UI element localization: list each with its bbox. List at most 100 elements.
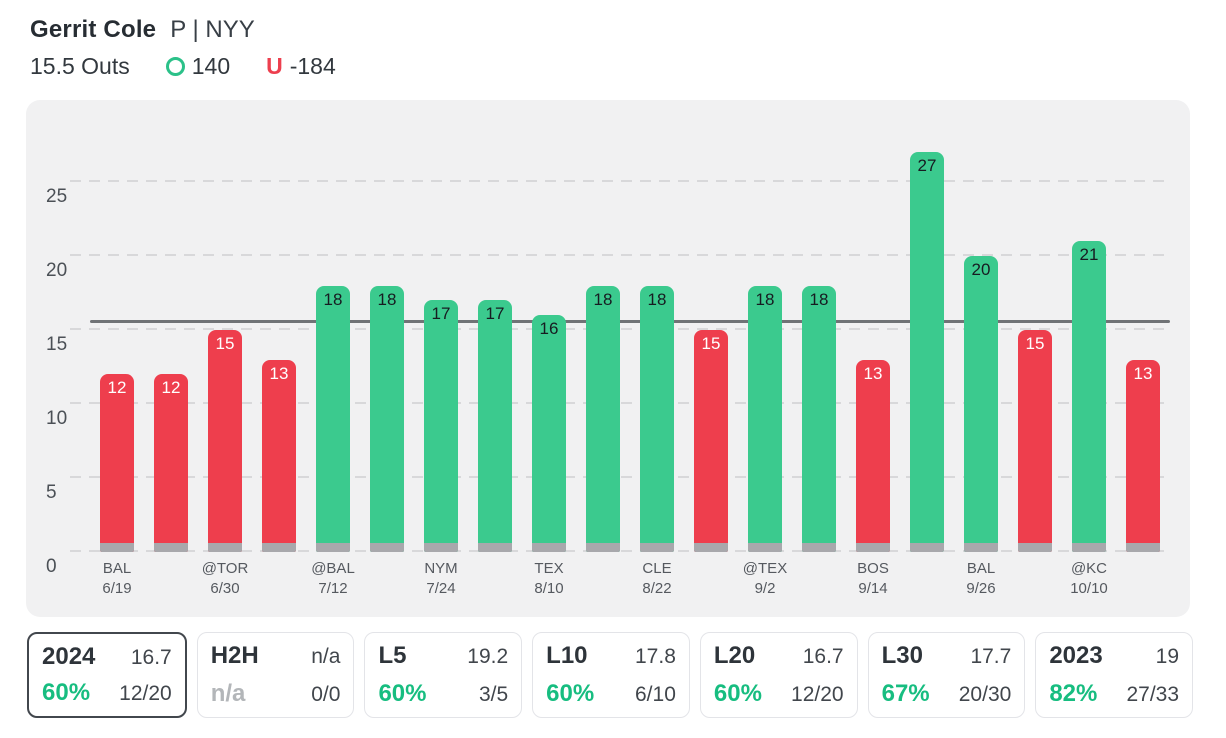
under-odds-value: -184 — [289, 53, 336, 79]
game-date-label: 6/19 — [102, 580, 132, 597]
game-bar[interactable]: 15 — [208, 330, 242, 552]
game-bar-column[interactable]: 18 CLE 8/22 — [630, 285, 684, 597]
game-bar[interactable]: 18 — [586, 285, 620, 552]
bar-base-segment — [478, 543, 512, 552]
game-bar-column[interactable]: 15 @TOR 6/30 — [198, 330, 252, 597]
game-bar-column[interactable]: 15 — [684, 330, 738, 552]
card-record: 12/20 — [119, 682, 172, 705]
stat-card[interactable]: L20 16.7 60% 12/20 — [699, 632, 858, 718]
bar-value-label: 17 — [431, 304, 451, 324]
game-bar-column[interactable]: 20 BAL 9/26 — [954, 256, 1008, 597]
stat-card[interactable]: 2024 16.7 60% 12/20 — [27, 632, 187, 718]
game-bar[interactable]: 18 — [640, 285, 674, 552]
card-average-value: 19 — [1155, 645, 1180, 668]
card-top-row: L30 17.7 — [882, 642, 1012, 670]
bar-base-segment — [424, 543, 458, 552]
game-bar-column[interactable]: 13 — [252, 359, 306, 552]
card-record: 3/5 — [478, 683, 509, 706]
game-bar-column[interactable]: 12 BAL 6/19 — [90, 374, 144, 597]
game-bar[interactable]: 17 — [424, 300, 458, 552]
game-bar-column[interactable]: 18 — [792, 285, 846, 552]
card-bottom-row: 60% 6/10 — [546, 680, 676, 708]
x-axis-label: @BAL 7/12 — [288, 559, 378, 599]
plot-area: 0 5 10 15 20 25 12 BAL 6/19 12 15 @TOR 6/30 1… — [26, 100, 1190, 617]
game-bar-column[interactable]: 17 — [468, 300, 522, 552]
game-bar[interactable]: 16 — [532, 315, 566, 552]
y-tick-label: 15 — [46, 334, 68, 355]
y-tick-label: 20 — [46, 260, 68, 281]
game-bar[interactable]: 15 — [694, 330, 728, 552]
game-bar-column[interactable]: 13 BOS 9/14 — [846, 359, 900, 597]
bar-value-label: 18 — [809, 289, 829, 309]
card-bottom-row: 82% 27/33 — [1049, 680, 1179, 708]
game-bar[interactable]: 20 — [964, 256, 998, 552]
game-bar-column[interactable]: 13 — [1116, 359, 1170, 552]
game-bar[interactable]: 12 — [100, 374, 134, 552]
opponent-label: @TEX — [742, 560, 788, 577]
x-axis-label: BOS 9/14 — [828, 559, 918, 599]
game-bar[interactable]: 13 — [262, 359, 296, 552]
opponent-label: @TOR — [201, 560, 249, 577]
stat-card[interactable]: L30 17.7 67% 20/30 — [867, 632, 1026, 718]
card-hit-percentage: 60% — [42, 679, 91, 706]
card-period-label: L30 — [881, 642, 923, 669]
y-gridline — [70, 180, 1168, 182]
game-bar[interactable]: 13 — [856, 359, 890, 552]
game-bar-column[interactable]: 17 NYM 7/24 — [414, 300, 468, 597]
game-bar[interactable]: 17 — [478, 300, 512, 552]
bar-base-segment — [100, 543, 134, 552]
game-bar[interactable]: 18 — [748, 285, 782, 552]
game-bar[interactable]: 12 — [154, 374, 188, 552]
y-tick-label: 25 — [46, 186, 68, 207]
game-bar[interactable]: 13 — [1126, 359, 1160, 552]
game-bar-column[interactable]: 18 — [576, 285, 630, 552]
bar-base-segment — [154, 543, 188, 552]
game-bar-column[interactable]: 12 — [144, 374, 198, 552]
game-bar-column[interactable]: 21 @KC 10/10 — [1062, 241, 1116, 597]
game-bar[interactable]: 18 — [802, 285, 836, 552]
card-average-value: n/a — [311, 645, 341, 668]
game-bar[interactable]: 21 — [1072, 241, 1106, 552]
bar-value-label: 17 — [485, 304, 505, 324]
opponent-label: CLE — [642, 560, 672, 577]
card-record: 6/10 — [635, 683, 676, 706]
stat-card[interactable]: 2023 19 82% 27/33 — [1035, 632, 1194, 718]
game-bar[interactable]: 18 — [316, 285, 350, 552]
game-bar[interactable]: 15 — [1018, 330, 1052, 552]
under-odds-button[interactable]: U -184 — [266, 53, 336, 80]
card-average-value: 16.7 — [130, 646, 172, 669]
game-bar[interactable]: 27 — [910, 152, 944, 552]
outs-bar-chart: 0 5 10 15 20 25 12 BAL 6/19 12 15 @TOR 6/30 1… — [26, 100, 1190, 617]
player-name: Gerrit Cole — [30, 16, 157, 43]
bar-base-segment — [1018, 543, 1052, 552]
game-bar-column[interactable]: 18 @TEX 9/2 — [738, 285, 792, 597]
bar-value-label: 12 — [107, 378, 127, 398]
stat-card[interactable]: L10 17.8 60% 6/10 — [532, 632, 690, 718]
card-hit-percentage: 60% — [713, 680, 762, 707]
stat-card[interactable]: L5 19.2 60% 3/5 — [364, 632, 523, 718]
over-odds-button[interactable]: 140 — [165, 53, 230, 80]
stat-card[interactable]: H2H n/a n/a 0/0 — [196, 632, 355, 718]
opponent-label: NYM — [424, 560, 458, 577]
game-bar-column[interactable]: 16 TEX 8/10 — [522, 315, 576, 597]
bar-value-label: 15 — [215, 334, 235, 353]
card-average-value: 17.8 — [635, 645, 676, 668]
under-u-icon: U — [266, 53, 283, 79]
bar-value-label: 18 — [593, 289, 613, 309]
bar-base-segment — [802, 543, 836, 552]
player-position: P | NYY — [170, 16, 255, 43]
bar-base-segment — [262, 543, 296, 552]
game-bar-column[interactable]: 18 — [360, 285, 414, 552]
card-hit-percentage: 82% — [1049, 680, 1098, 707]
game-bar-column[interactable]: 15 — [1008, 330, 1062, 552]
bar-base-segment — [316, 543, 350, 552]
over-circle-icon — [165, 57, 185, 76]
bar-value-label: 13 — [269, 363, 289, 383]
y-gridline — [70, 254, 1168, 256]
x-axis-label: NYM 7/24 — [396, 559, 486, 599]
game-bar-column[interactable]: 27 — [900, 152, 954, 552]
bar-value-label: 12 — [161, 378, 181, 398]
opponent-label: TEX — [534, 560, 564, 577]
game-bar-column[interactable]: 18 @BAL 7/12 — [306, 285, 360, 597]
game-bar[interactable]: 18 — [370, 285, 404, 552]
